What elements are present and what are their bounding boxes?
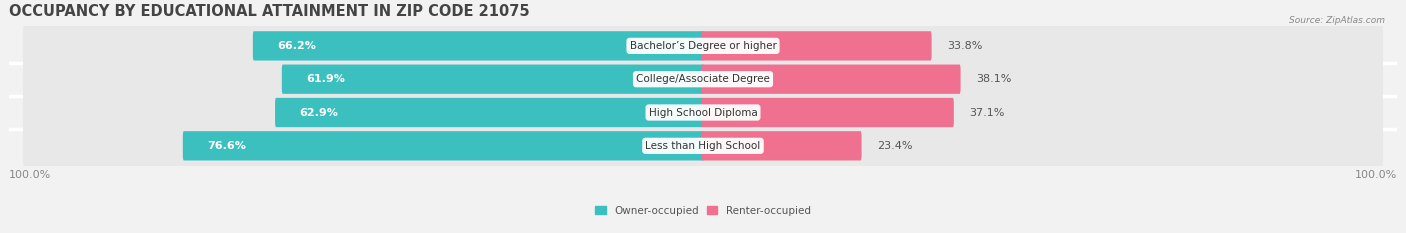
Text: 33.8%: 33.8% (948, 41, 983, 51)
FancyBboxPatch shape (22, 120, 1384, 172)
Text: 38.1%: 38.1% (976, 74, 1012, 84)
Text: 62.9%: 62.9% (299, 107, 339, 117)
FancyBboxPatch shape (22, 86, 1384, 139)
Text: Less than High School: Less than High School (645, 141, 761, 151)
FancyBboxPatch shape (276, 98, 704, 127)
Text: 23.4%: 23.4% (877, 141, 912, 151)
FancyBboxPatch shape (702, 31, 932, 61)
FancyBboxPatch shape (702, 98, 953, 127)
Legend: Owner-occupied, Renter-occupied: Owner-occupied, Renter-occupied (591, 202, 815, 220)
FancyBboxPatch shape (183, 131, 704, 161)
Text: 37.1%: 37.1% (970, 107, 1005, 117)
Text: OCCUPANCY BY EDUCATIONAL ATTAINMENT IN ZIP CODE 21075: OCCUPANCY BY EDUCATIONAL ATTAINMENT IN Z… (10, 4, 530, 19)
Text: 66.2%: 66.2% (277, 41, 316, 51)
Text: 61.9%: 61.9% (307, 74, 346, 84)
Text: High School Diploma: High School Diploma (648, 107, 758, 117)
FancyBboxPatch shape (253, 31, 704, 61)
Text: Bachelor’s Degree or higher: Bachelor’s Degree or higher (630, 41, 776, 51)
FancyBboxPatch shape (702, 65, 960, 94)
FancyBboxPatch shape (702, 131, 862, 161)
Text: 76.6%: 76.6% (208, 141, 246, 151)
FancyBboxPatch shape (281, 65, 704, 94)
Text: Source: ZipAtlas.com: Source: ZipAtlas.com (1289, 16, 1385, 25)
Text: College/Associate Degree: College/Associate Degree (636, 74, 770, 84)
FancyBboxPatch shape (22, 20, 1384, 72)
FancyBboxPatch shape (22, 53, 1384, 106)
